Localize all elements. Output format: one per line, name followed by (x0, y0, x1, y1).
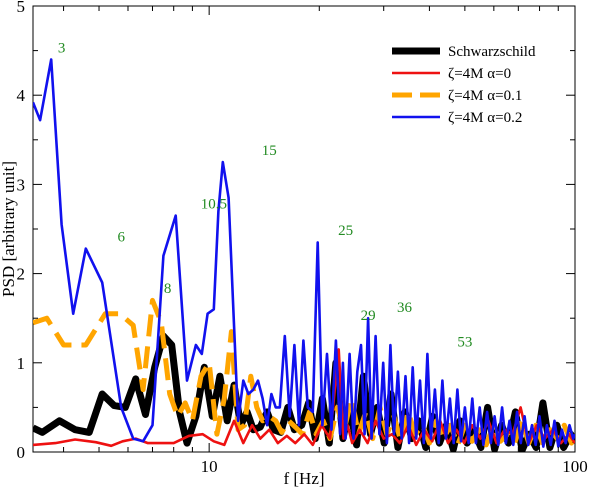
peak-label: 6 (117, 229, 125, 245)
legend-label: ζ=4M α=0 (448, 66, 511, 82)
series-layer (33, 58, 575, 452)
y-tick-label: 0 (17, 443, 26, 462)
legend: Schwarzschild ζ=4M α=0 ζ=4M α=0.1 ζ=4M α=0.… (392, 44, 536, 126)
peak-label: 15 (262, 143, 277, 159)
x-tick-label: 10 (201, 457, 218, 476)
series-line-1 (33, 348, 575, 448)
peak-label: 8 (164, 281, 172, 297)
legend-label: ζ=4M α=0.1 (448, 88, 522, 104)
series-line-3 (33, 58, 575, 448)
y-tick-label: 5 (17, 0, 26, 16)
peak-label: 3 (58, 40, 66, 56)
axis-layer: 10 100 0 1 2 3 4 5 (17, 0, 588, 476)
y-axis-label: PSD [arbitrary unit] (0, 161, 18, 297)
y-tick-label: 3 (17, 175, 26, 194)
y-tick-label: 2 (17, 265, 26, 284)
legend-label: ζ=4M α=0.2 (448, 110, 522, 126)
x-tick-label: 100 (562, 457, 588, 476)
peak-label: 10.5 (201, 196, 227, 212)
peak-label: 29 (361, 308, 376, 324)
legend-label: Schwarzschild (448, 44, 536, 60)
peak-label: 53 (457, 335, 472, 351)
peak-label: 25 (338, 223, 353, 239)
peak-label: 36 (397, 300, 413, 316)
x-axis-label: f [Hz] (283, 469, 324, 488)
y-tick-label: 4 (17, 86, 26, 105)
y-tick-label: 1 (17, 354, 26, 373)
